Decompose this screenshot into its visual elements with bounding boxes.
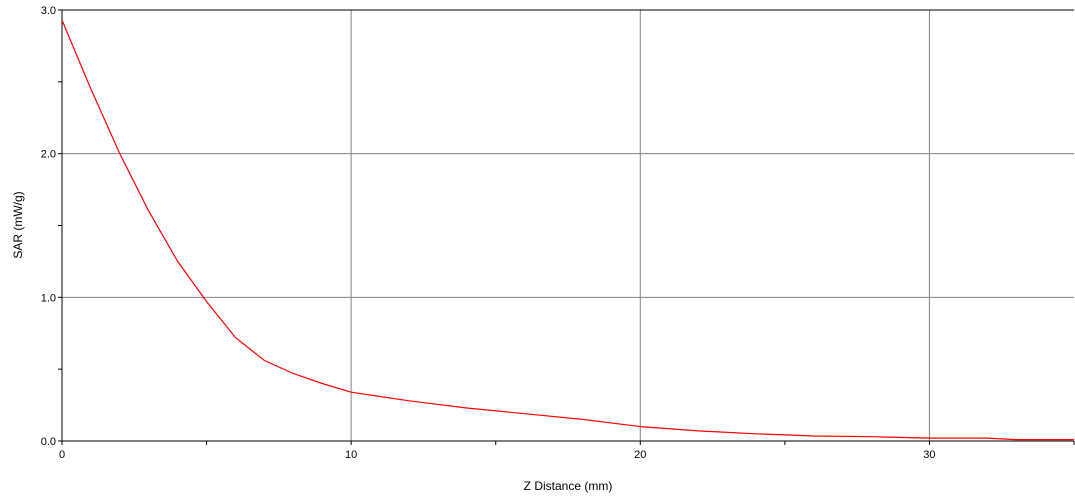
x-axis-title: Z Distance (mm)	[524, 479, 613, 493]
y-tick-label: 0.0	[41, 436, 56, 448]
x-tick-label: 10	[345, 449, 357, 461]
x-tick-label: 30	[923, 449, 935, 461]
x-tick-label: 20	[634, 449, 646, 461]
series-layer	[61, 19, 1074, 441]
y-tick-label: 3.0	[41, 5, 56, 17]
axes	[58, 9, 1075, 445]
grid-lines	[62, 10, 1074, 441]
sar-series-line	[61, 19, 1074, 441]
y-tick-label: 1.0	[41, 292, 56, 304]
x-tick-label: 0	[59, 449, 65, 461]
tick-labels: 0 10 20 30 0.0 1.0 2.0 3.0	[41, 5, 936, 461]
y-axis-title: SAR (mW/g)	[11, 191, 25, 258]
y-tick-label: 2.0	[41, 149, 56, 161]
